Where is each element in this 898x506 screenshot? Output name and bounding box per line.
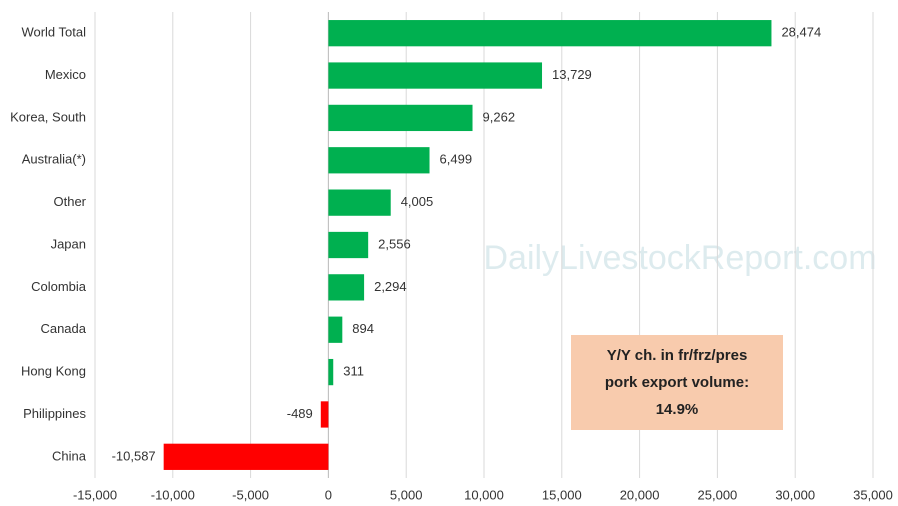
value-label: 9,262	[483, 109, 516, 124]
x-tick-label: 0	[325, 487, 332, 502]
bar	[328, 231, 369, 259]
category-label: Japan	[51, 236, 86, 251]
bar	[328, 147, 430, 174]
category-label: Philippines	[23, 406, 86, 421]
annotation-text: Y/Y ch. in fr/frz/pres	[607, 347, 748, 364]
x-tick-label: 10,000	[464, 487, 504, 502]
value-label: 311	[343, 364, 364, 379]
bar	[320, 401, 329, 428]
category-label: Canada	[40, 321, 86, 336]
category-label: Australia(*)	[22, 152, 86, 167]
annotation-text: 14.9%	[656, 401, 699, 418]
value-label: 2,294	[374, 279, 407, 294]
annotation-text: pork export volume:	[605, 374, 749, 391]
x-tick-label: 5,000	[390, 487, 423, 502]
category-label: Hong Kong	[21, 364, 86, 379]
value-label: 2,556	[378, 236, 411, 251]
value-label: -10,587	[112, 448, 156, 463]
value-label: 13,729	[552, 67, 592, 82]
value-label: -489	[287, 406, 313, 421]
bar	[163, 443, 329, 470]
category-label: Mexico	[45, 67, 86, 82]
x-tick-label: 35,000	[853, 487, 893, 502]
value-label: 28,474	[781, 25, 821, 40]
bar	[328, 316, 343, 343]
bar	[328, 358, 334, 386]
category-label: China	[52, 448, 87, 463]
x-tick-label: 25,000	[698, 487, 738, 502]
value-label: 4,005	[401, 194, 434, 209]
x-tick-label: 30,000	[775, 487, 815, 502]
watermark: DailyLivestockReport.com	[483, 239, 876, 277]
annotation-box	[571, 335, 783, 430]
x-tick-label: -5,000	[232, 487, 269, 502]
x-tick-label: -15,000	[73, 487, 117, 502]
category-label: Colombia	[31, 279, 87, 294]
category-label: Korea, South	[10, 109, 86, 124]
bar	[328, 20, 772, 47]
bar	[328, 189, 391, 216]
x-tick-label: -10,000	[151, 487, 195, 502]
category-label: World Total	[21, 25, 86, 40]
category-label: Other	[53, 194, 86, 209]
value-label: 6,499	[440, 152, 473, 167]
bar	[328, 274, 365, 301]
bar	[328, 104, 473, 132]
x-tick-label: 15,000	[542, 487, 582, 502]
bar	[328, 62, 543, 89]
x-tick-label: 20,000	[620, 487, 660, 502]
value-label: 894	[352, 321, 374, 336]
